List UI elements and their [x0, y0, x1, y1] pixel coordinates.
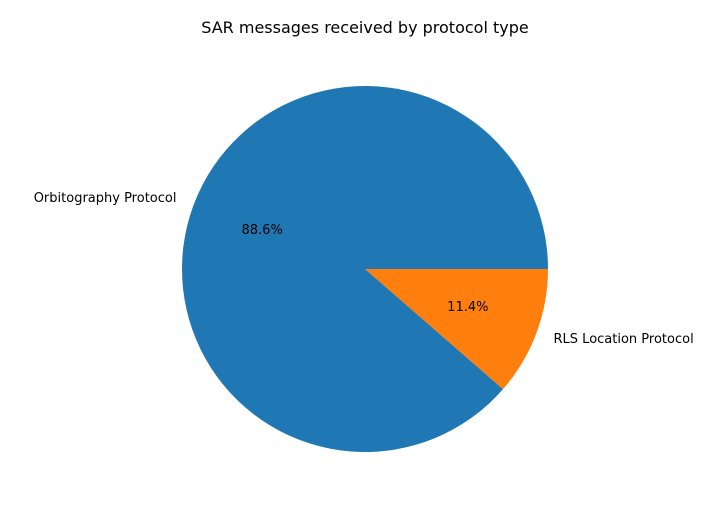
chart-title: SAR messages received by protocol type [201, 18, 528, 37]
slice-percent-0: 88.6% [242, 223, 283, 238]
slice-percent-1: 11.4% [447, 300, 488, 315]
slice-label-1: RLS Location Protocol [554, 332, 694, 347]
pie-slices [181, 85, 548, 452]
slice-label-0: Orbitography Protocol [34, 191, 177, 206]
pie-slice-1 [365, 269, 548, 390]
pie-labels: Orbitography Protocol 88.6% RLS Location P… [34, 191, 694, 347]
